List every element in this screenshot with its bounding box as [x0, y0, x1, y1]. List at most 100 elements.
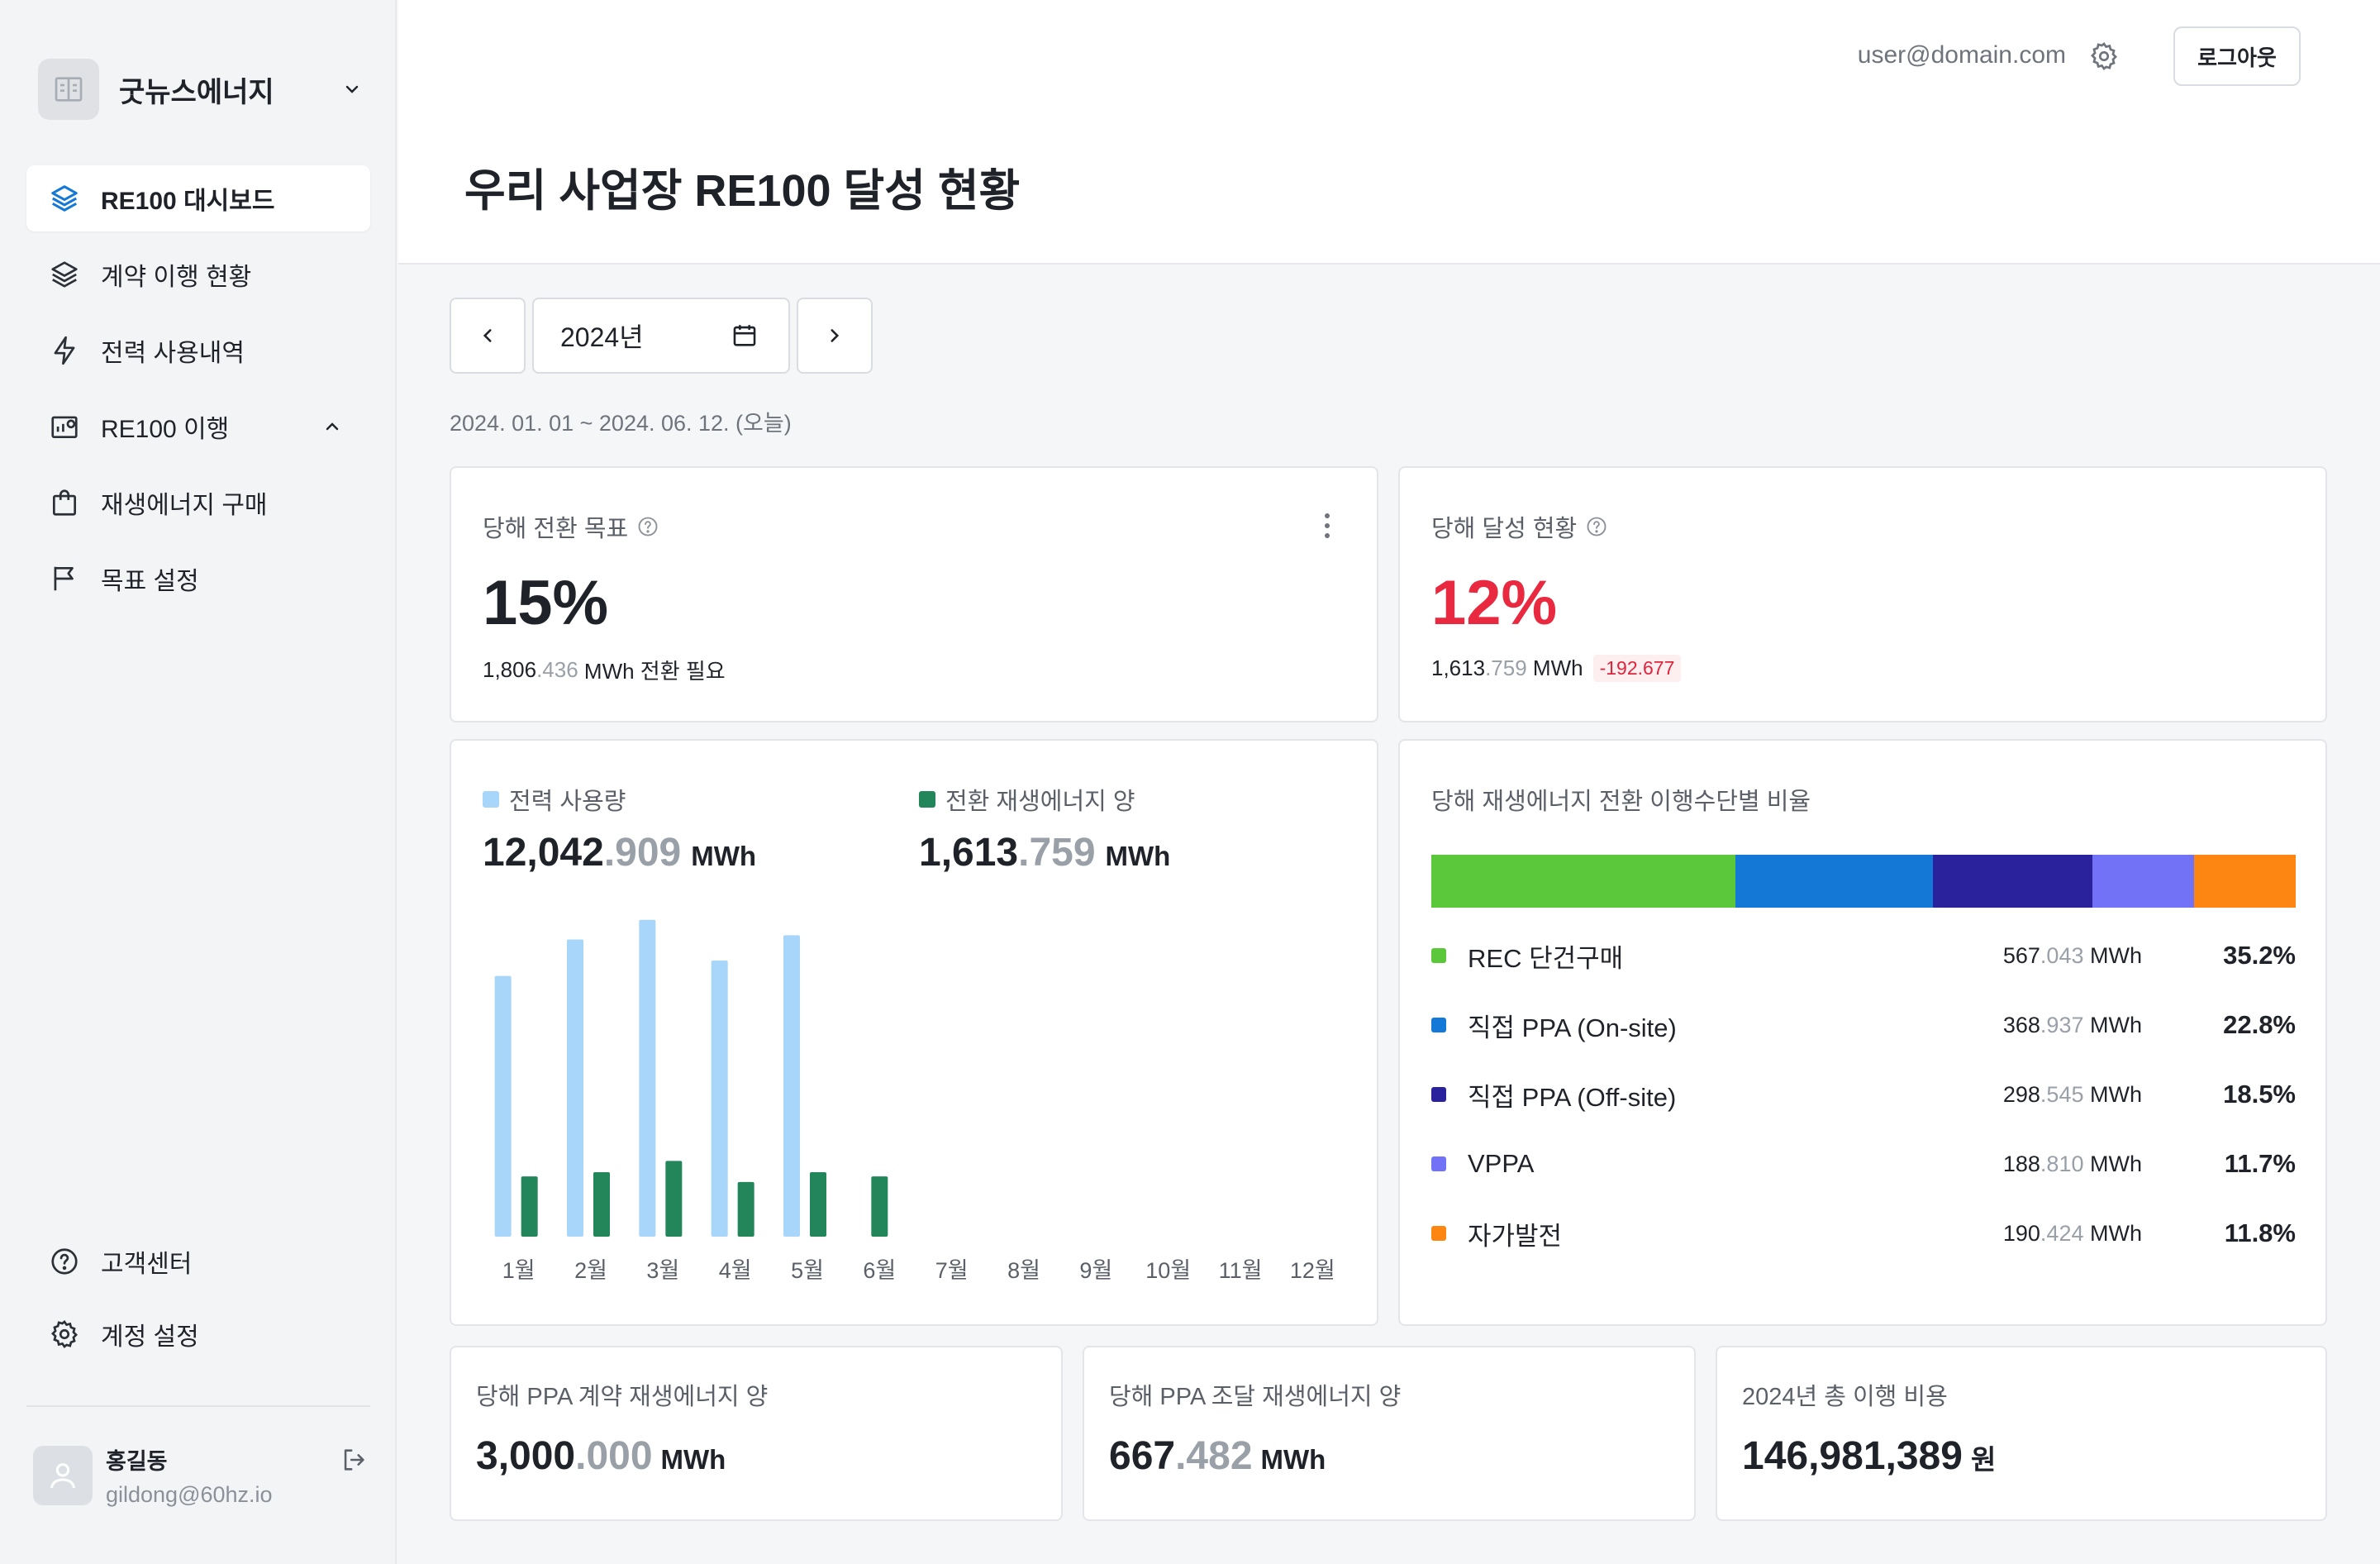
ppa-contract-card: 당해 PPA 계약 재생에너지 양 3,000.000 MWh	[450, 1346, 1063, 1521]
bar-usage-3	[639, 919, 656, 1237]
ratio-pct: 11.7%	[2224, 1149, 2296, 1178]
more-vertical-icon[interactable]	[1317, 509, 1337, 542]
ratio-segment-2	[1932, 855, 2093, 908]
ppa-contract-unit: MWh	[660, 1444, 726, 1475]
chevron-right-icon	[831, 329, 840, 342]
ratio-mwh-int: 368	[2002, 1012, 2040, 1037]
nav-item-contract-status[interactable]: 계약 이행 현황	[26, 241, 370, 308]
nav-item-re100-implementation[interactable]: RE100 이행	[26, 393, 370, 460]
usage-chart-card: 전력 사용량 12,042.909 MWh 전환 재생에너지 양 1,613.75…	[450, 739, 1378, 1326]
prev-year-button[interactable]	[450, 298, 526, 374]
ratio-pct: 18.5%	[2223, 1080, 2296, 1109]
target-label: 당해 전환 목표	[483, 516, 629, 542]
target-amount-dec: .436	[536, 657, 578, 682]
x-tick-label: 2월	[574, 1258, 607, 1283]
ratio-pct: 11.8%	[2224, 1218, 2296, 1247]
ratio-mwh: 567.043 MWh	[1927, 943, 2142, 969]
ratio-name: VPPA	[1468, 1149, 1535, 1178]
next-year-button[interactable]	[797, 298, 873, 374]
x-tick-label: 9월	[1079, 1258, 1112, 1283]
nav-item-label: RE100 대시보드	[101, 188, 275, 215]
renewable-total-unit: MWh	[1105, 841, 1171, 871]
ratio-stacked-bar	[1431, 855, 2296, 908]
ratio-segment-4	[2193, 855, 2296, 908]
swatch-offsite	[1431, 1087, 1446, 1102]
nav-item-customer-center[interactable]: 고객센터	[26, 1228, 370, 1295]
x-tick-label: 3월	[646, 1258, 679, 1283]
ratio-mwh-int: 298	[2002, 1081, 2040, 1107]
layers-icon	[46, 256, 83, 293]
legend-usage: 전력 사용량	[483, 782, 626, 817]
nav-item-renewable-purchase[interactable]: 재생에너지 구매	[26, 470, 370, 536]
nav-item-account-settings[interactable]: 계정 설정	[26, 1301, 370, 1367]
ratio-pct: 22.8%	[2223, 1010, 2296, 1039]
page-title: 우리 사업장 RE100 달성 현황	[464, 166, 1021, 216]
swatch-self-generation	[1431, 1226, 1446, 1241]
flag-icon	[46, 560, 83, 597]
year-picker[interactable]: 2024년	[532, 298, 790, 374]
target-card: 당해 전환 목표 15% 1,806.436 MWh 전환 필요	[450, 466, 1378, 722]
achieve-amount-dec: .759	[1485, 656, 1527, 680]
ratio-name: 직접 PPA (On-site)	[1468, 1013, 1677, 1042]
ratio-segment-1	[1735, 855, 1933, 908]
ratio-mwh-dec: .545	[2040, 1081, 2084, 1107]
ratio-mwh-unit: MWh	[2090, 1012, 2142, 1037]
nav-item-label: 계정 설정	[101, 1323, 199, 1351]
achieve-label-wrap: 당해 달성 현황	[1431, 509, 1608, 544]
usage-total-unit: MWh	[691, 841, 757, 871]
company-switcher[interactable]: 굿뉴스에너지	[38, 58, 369, 121]
page-header: user@domain.com 로그아웃 우리 사업장 RE100 달성 현황	[398, 0, 2380, 265]
x-tick-label: 6월	[863, 1258, 896, 1283]
total-cost-unit: 원	[1970, 1444, 1997, 1475]
renewable-total: 1,613.759 MWh	[919, 830, 1170, 875]
ratio-row-vppa: VPPA 188.810 MWh 11.7%	[1431, 1129, 2296, 1199]
ratio-mwh-dec: .810	[2040, 1151, 2084, 1176]
x-tick-label: 11월	[1219, 1258, 1263, 1283]
total-cost-label: 2024년 총 이행 비용	[1742, 1384, 1948, 1410]
x-tick-label: 4월	[719, 1258, 752, 1283]
bar-usage-5	[783, 935, 800, 1237]
bar-usage-2	[567, 939, 583, 1237]
achieve-amount-int: 1,613	[1431, 656, 1486, 680]
ratio-segment-3	[2092, 855, 2194, 908]
logout-icon[interactable]	[336, 1442, 372, 1478]
swatch-rec	[1431, 948, 1446, 963]
logout-button[interactable]: 로그아웃	[2173, 26, 2301, 86]
ratio-mwh: 298.545 MWh	[1927, 1082, 2142, 1108]
date-range: 2024. 01. 01 ~ 2024. 06. 12. (오늘)	[450, 411, 792, 436]
x-tick-label: 12월	[1290, 1258, 1335, 1283]
ppa-procured-card: 당해 PPA 조달 재생에너지 양 667.482 MWh	[1083, 1346, 1696, 1521]
achieve-amount-unit: MWh	[1532, 656, 1583, 680]
usage-total-dec: .909	[603, 831, 682, 875]
target-amount: 1,806.436 MWh 전환 필요	[483, 655, 726, 685]
bar-renewable-6	[871, 1176, 888, 1237]
help-circle-icon	[46, 1243, 83, 1280]
ratio-card: 당해 재생에너지 전환 이행수단별 비율 REC 단건구매 567.043 MW…	[1398, 739, 2327, 1326]
gear-icon[interactable]	[2086, 38, 2122, 74]
nav-item-power-usage[interactable]: 전력 사용내역	[26, 317, 370, 384]
ratio-segment-0	[1431, 855, 1736, 908]
legend-usage-label: 전력 사용량	[509, 789, 626, 815]
nav-item-label: 고객센터	[101, 1251, 193, 1278]
nav-item-goal-settings[interactable]: 목표 설정	[26, 546, 370, 612]
ratio-row-self-generation: 자가발전 190.424 MWh 11.8%	[1431, 1199, 2296, 1268]
help-icon[interactable]	[636, 515, 659, 538]
chevron-down-icon	[336, 73, 369, 106]
ratio-mwh-int: 567	[2002, 942, 2040, 968]
bar-renewable-4	[737, 1181, 754, 1237]
monthly-bar-chart: 1월 2월 3월 4월 5월 6월 7월 8월 9월 10월 11월 12월	[494, 919, 1335, 1283]
ratio-row-rec: REC 단건구매 567.043 MWh 35.2%	[1431, 921, 2296, 990]
nav-item-re100-dashboard[interactable]: RE100 대시보드	[26, 165, 370, 231]
ratio-mwh: 188.810 MWh	[1927, 1152, 2142, 1177]
bar-renewable-5	[810, 1172, 826, 1237]
bar-renewable-2	[593, 1172, 610, 1237]
bar-usage-4	[711, 960, 728, 1237]
help-icon[interactable]	[1585, 515, 1608, 538]
ratio-mwh-dec: .937	[2040, 1012, 2084, 1037]
achievement-card: 당해 달성 현황 12% 1,613.759 MWh -192.677	[1398, 466, 2327, 722]
target-percent: 15%	[483, 568, 609, 638]
ratio-mwh: 190.424 MWh	[1927, 1221, 2142, 1247]
ratio-mwh-dec: .043	[2040, 942, 2084, 968]
user-email: gildong@60hz.io	[106, 1482, 273, 1507]
year-value: 2024년	[560, 322, 644, 352]
